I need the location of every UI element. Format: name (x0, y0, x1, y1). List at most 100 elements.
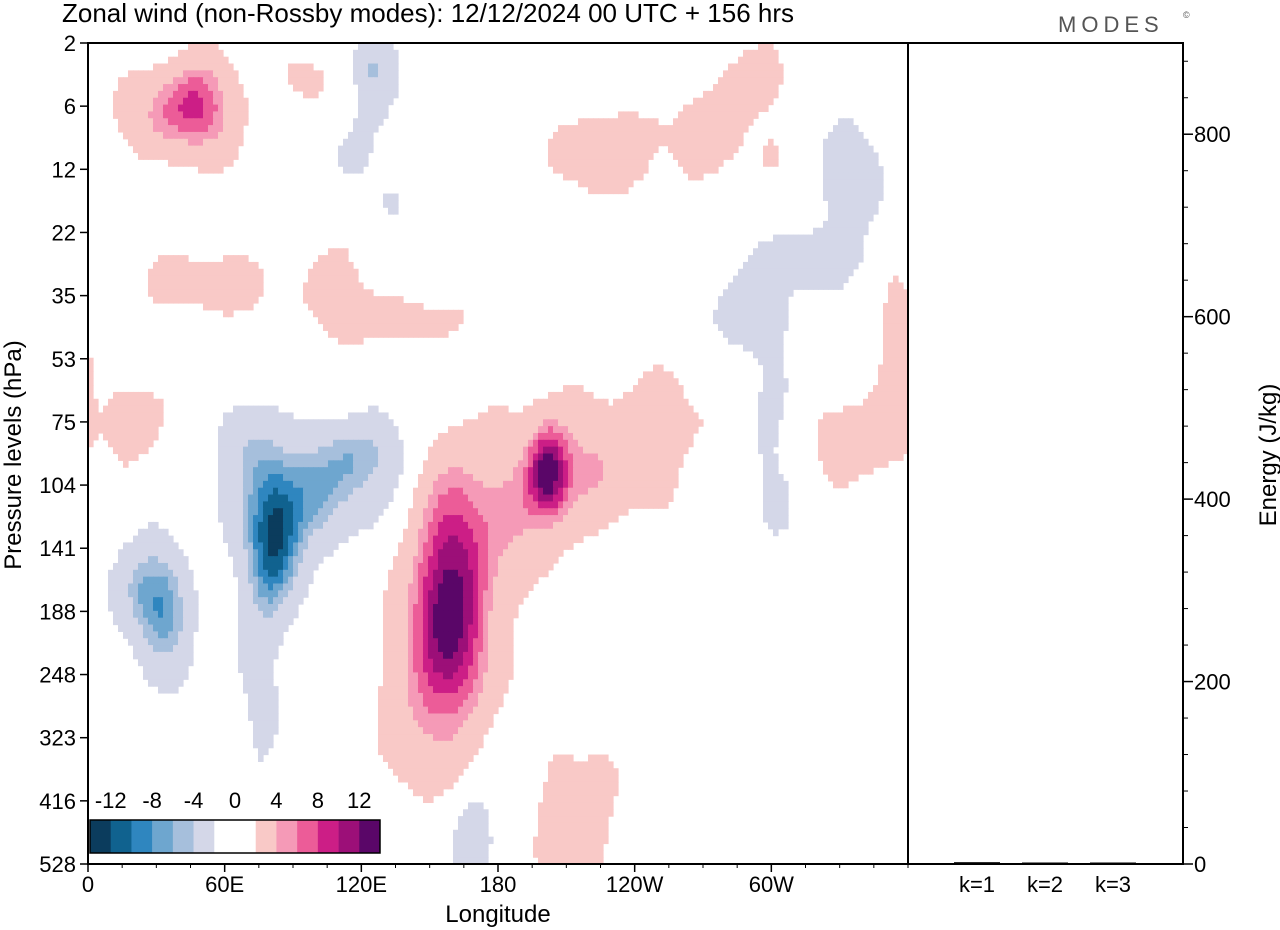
field-cell (848, 186, 854, 195)
field-cell (578, 528, 584, 537)
field-cell (733, 296, 739, 304)
field-cell (123, 90, 129, 99)
field-cell (483, 562, 489, 571)
field-cell (883, 391, 889, 400)
field-cell (253, 638, 259, 646)
field-cell (198, 70, 204, 78)
field-cell (183, 282, 189, 290)
field-cell (238, 610, 244, 619)
field-cell (218, 494, 224, 502)
field-cell (253, 405, 259, 414)
field-cell (828, 412, 834, 420)
field-cell (633, 494, 639, 502)
field-cell (173, 604, 179, 612)
field-cell (748, 56, 754, 65)
field-cell (568, 172, 574, 181)
field-cell (618, 419, 624, 427)
field-cell (528, 412, 534, 420)
field-cell (388, 200, 394, 208)
field-cell (678, 111, 684, 119)
field-cell (428, 638, 434, 646)
field-cell (308, 432, 314, 441)
field-cell (318, 432, 324, 441)
field-cell (348, 480, 354, 489)
field-cell (308, 289, 314, 297)
field-cell (548, 453, 554, 461)
field-cell (248, 289, 254, 297)
field-cell (273, 556, 279, 564)
field-cell (848, 214, 854, 222)
field-cell (568, 467, 574, 475)
field-cell (408, 604, 414, 612)
field-cell (233, 268, 239, 277)
field-cell (143, 405, 149, 414)
field-cell (618, 480, 624, 489)
field-cell (473, 480, 479, 489)
field-cell (228, 118, 234, 126)
field-cell (718, 125, 724, 133)
field-cell (193, 90, 199, 99)
field-cell (318, 542, 324, 550)
field-cell (463, 542, 469, 550)
field-cell (238, 494, 244, 502)
field-cell (438, 528, 444, 537)
field-cell (318, 255, 324, 263)
field-cell (843, 193, 849, 201)
field-cell (453, 604, 459, 612)
field-cell (818, 268, 824, 277)
field-cell (133, 631, 139, 639)
field-cell (743, 296, 749, 304)
field-cell (508, 460, 514, 468)
field-cell (763, 97, 769, 106)
field-cell (773, 357, 779, 366)
field-cell (153, 426, 159, 434)
field-cell (248, 583, 254, 591)
field-cell (358, 56, 364, 65)
field-cell (178, 84, 184, 92)
field-cell (403, 330, 409, 338)
field-cell (223, 90, 229, 99)
field-cell (808, 255, 814, 263)
field-cell (168, 282, 174, 290)
field-cell (508, 439, 514, 448)
field-cell (388, 77, 394, 85)
field-cell (138, 97, 144, 106)
field-cell (233, 131, 239, 140)
field-cell (388, 583, 394, 591)
field-cell (408, 309, 414, 318)
field-cell (403, 556, 409, 564)
field-cell (163, 604, 169, 612)
field-cell (388, 460, 394, 468)
field-cell (893, 412, 899, 420)
field-cell (208, 302, 214, 311)
field-cell (183, 255, 189, 263)
field-cell (583, 138, 589, 147)
field-cell (163, 63, 169, 71)
field-cell (413, 583, 419, 591)
field-cell (528, 467, 534, 475)
field-cell (318, 282, 324, 290)
field-cell (623, 426, 629, 434)
field-cell (393, 84, 399, 92)
field-cell (873, 207, 879, 215)
field-cell (683, 446, 689, 455)
field-cell (143, 391, 149, 400)
field-cell (683, 439, 689, 448)
field-cell (158, 624, 164, 632)
field-cell (718, 104, 724, 113)
field-cell (623, 111, 629, 119)
field-cell (138, 84, 144, 92)
field-cell (618, 467, 624, 475)
field-cell (523, 515, 529, 523)
field-cell (843, 467, 849, 475)
field-cell (333, 261, 339, 270)
field-cell (348, 275, 354, 284)
field-cell (898, 309, 904, 318)
field-cell (293, 569, 299, 578)
field-cell (658, 385, 664, 393)
field-cell (708, 145, 714, 154)
field-cell (328, 275, 334, 284)
field-cell (753, 350, 759, 359)
field-cell (248, 432, 254, 441)
field-cell (198, 145, 204, 154)
